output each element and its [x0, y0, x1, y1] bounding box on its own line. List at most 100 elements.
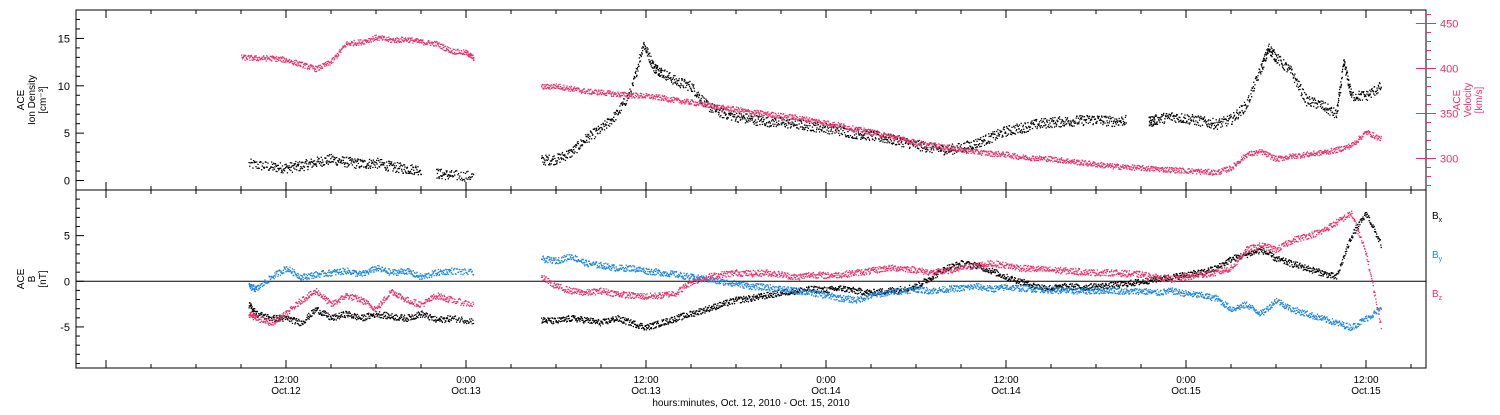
velocity-series-point — [623, 94, 624, 95]
density-series-point — [344, 166, 345, 167]
density-series-point — [436, 177, 437, 178]
velocity-series-point — [915, 141, 916, 142]
density-series-point — [745, 122, 746, 123]
density-series-point — [1042, 127, 1043, 128]
density-series-point — [871, 136, 872, 137]
velocity-series-point — [391, 41, 392, 42]
velocity-series-point — [753, 112, 754, 113]
density-series-point — [401, 171, 402, 172]
density-series-point — [1291, 69, 1292, 70]
velocity-axis-label-line: ACE — [1452, 89, 1463, 110]
density-series-point — [1117, 122, 1118, 123]
density-series-point — [292, 172, 293, 173]
velocity-series-point — [691, 103, 692, 104]
velocity-series-point — [555, 88, 556, 89]
density-series-point — [371, 160, 372, 161]
density-series-point — [649, 55, 650, 56]
velocity-series-point — [1274, 155, 1275, 156]
density-series-point — [987, 142, 988, 143]
density-series-point — [1370, 94, 1371, 95]
velocity-series-point — [1254, 154, 1255, 155]
density-series-point — [354, 158, 355, 159]
density-series-point — [672, 79, 673, 80]
velocity-series-point — [564, 86, 565, 87]
velocity-series-point — [1113, 168, 1114, 169]
density-series-point — [1226, 125, 1227, 126]
density-series-point — [598, 126, 599, 127]
velocity-series-point — [342, 46, 343, 47]
velocity-series-point — [811, 122, 812, 123]
velocity-series-point — [1206, 173, 1207, 174]
density-series-point — [1075, 122, 1076, 123]
velocity-series-point — [1178, 168, 1179, 169]
density-series-point — [797, 127, 798, 128]
velocity-series-point — [1030, 160, 1031, 161]
density-series-point — [624, 98, 625, 99]
velocity-series-point — [356, 45, 357, 46]
density-series-point — [653, 61, 654, 62]
velocity-series-point — [863, 129, 864, 130]
density-series-point — [919, 140, 920, 141]
density-series-point — [976, 144, 977, 145]
density-series-point — [963, 143, 964, 144]
density-series-point — [274, 169, 275, 170]
velocity-series-point — [1094, 162, 1095, 163]
density-series-point — [860, 139, 861, 140]
density-series-point — [671, 80, 672, 81]
velocity-series-point — [326, 65, 327, 66]
density-series-point — [1193, 121, 1194, 122]
density-series-point — [1216, 122, 1217, 123]
density-series-point — [306, 160, 307, 161]
density-series-point — [1120, 120, 1121, 121]
velocity-series-point — [706, 104, 707, 105]
velocity-series-point — [933, 147, 934, 148]
density-series-point — [1294, 75, 1295, 76]
density-series-point — [784, 124, 785, 125]
density-series-point — [1219, 120, 1220, 121]
velocity-series-point — [329, 64, 330, 65]
density-series-point — [1079, 119, 1080, 120]
velocity-series-point — [296, 63, 297, 64]
velocity-series-point — [1001, 154, 1002, 155]
density-series-point — [1183, 120, 1184, 121]
density-series-point — [809, 125, 810, 126]
density-series-point — [1062, 125, 1063, 126]
velocity-series-point — [1104, 164, 1105, 165]
velocity-series-point — [1176, 172, 1177, 173]
velocity-series-point — [346, 41, 347, 42]
density-series-point — [882, 141, 883, 142]
density-series-point — [1258, 72, 1259, 73]
density-series-point — [996, 137, 997, 138]
density-series-point — [1296, 80, 1297, 81]
velocity-series-point — [1156, 168, 1157, 169]
density-series-point — [1261, 71, 1262, 72]
density-series-point — [1124, 124, 1125, 125]
velocity-series-point — [966, 149, 967, 150]
velocity-series-point — [256, 55, 257, 56]
density-series-point — [338, 162, 339, 163]
density-series-point — [1243, 112, 1244, 113]
density-series-point — [687, 83, 688, 84]
density-series-point — [691, 83, 692, 84]
velocity-series-point — [995, 154, 996, 155]
density-series-point — [985, 135, 986, 136]
velocity-series-point — [965, 151, 966, 152]
velocity-series-point — [743, 109, 744, 110]
velocity-series-point — [1046, 161, 1047, 162]
density-series-point — [393, 168, 394, 169]
velocity-series-point — [319, 69, 320, 70]
density-series-point — [697, 95, 698, 96]
density-series-point — [1023, 125, 1024, 126]
density-series-point — [869, 140, 870, 141]
density-series-point — [361, 165, 362, 166]
density-series-point — [280, 162, 281, 163]
velocity-series-point — [967, 149, 968, 150]
velocity-series-point — [1173, 171, 1174, 172]
density-series-point — [1347, 72, 1348, 73]
density-series-point — [554, 155, 555, 156]
density-series-point — [409, 173, 410, 174]
density-series-point — [1336, 116, 1337, 117]
velocity-series-point — [454, 52, 455, 53]
density-series-point — [1246, 108, 1247, 109]
density-series-point — [822, 127, 823, 128]
